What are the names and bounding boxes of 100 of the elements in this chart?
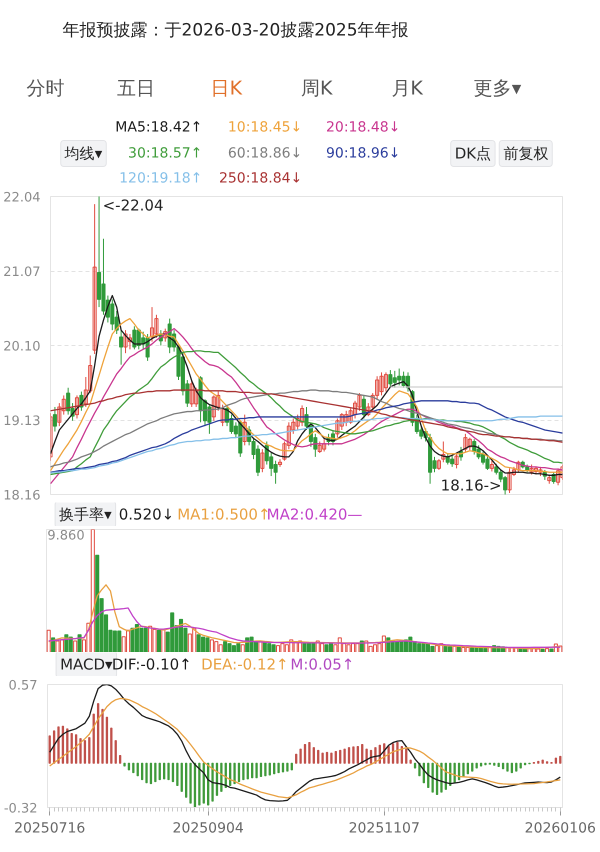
text: 月K: [391, 78, 424, 100]
candlestick: [123, 330, 128, 354]
series-label: DIF:-0.10↑: [112, 656, 192, 674]
bar: [328, 643, 334, 652]
bar: [545, 648, 550, 652]
bar: [236, 643, 240, 652]
bar: [324, 644, 329, 652]
bar: [192, 628, 196, 652]
candlestick: [260, 448, 264, 473]
y-tick-label: 20.10: [3, 340, 40, 354]
series-label: 0.520↓: [118, 506, 174, 524]
text: 更多▾: [474, 78, 522, 100]
candlestick: [154, 314, 158, 338]
text: 120:19.18↑: [119, 170, 202, 186]
y-tick-label: 18.16: [3, 488, 40, 504]
candlestick: [318, 441, 322, 454]
annotation: <-22.04: [102, 196, 164, 214]
candlestick: [66, 387, 70, 416]
bar: [430, 646, 434, 652]
bar: [214, 641, 218, 652]
y-tick-label: 22.04: [3, 190, 40, 206]
line-series: [50, 350, 562, 476]
text: 前复权: [503, 144, 548, 162]
candlestick: [92, 204, 97, 354]
annotation: 9.860: [47, 528, 85, 544]
bar: [196, 634, 201, 652]
candlestick: [256, 444, 260, 477]
bar: [444, 646, 448, 652]
bar: [178, 618, 184, 652]
text: 30:18.57↑: [128, 146, 202, 162]
candlestick: [128, 333, 132, 350]
candlestick: [485, 456, 490, 470]
bar: [156, 630, 162, 652]
bar: [223, 641, 228, 652]
text: MA5:18.42↑: [115, 120, 202, 136]
bar: [55, 640, 60, 652]
candlestick: [384, 372, 388, 392]
candlestick: [52, 406, 57, 432]
candlestick: [441, 441, 446, 463]
bar: [144, 628, 148, 652]
text: 年报预披露：于2026-03-20披露2025年年报: [62, 20, 409, 40]
candlestick: [344, 410, 348, 427]
bar: [205, 637, 210, 652]
text: DK点: [454, 144, 492, 162]
text: 五日: [116, 78, 155, 100]
candlestick: [436, 458, 441, 470]
candlestick: [392, 370, 397, 388]
text: DEA:-0.12↑: [201, 656, 289, 674]
candlestick: [538, 466, 542, 477]
text: 10:18.45↓: [228, 120, 302, 136]
bar: [302, 643, 307, 652]
x-tick-label: 20250904: [172, 820, 244, 836]
bar: [130, 628, 135, 652]
candlestick: [446, 452, 450, 466]
candlestick: [547, 474, 552, 484]
x-tick-label: 20260106: [524, 820, 596, 836]
bar: [461, 646, 466, 652]
bar: [350, 643, 356, 652]
candlestick: [516, 460, 520, 473]
bar: [483, 648, 488, 652]
y-tick-label: 0.57: [8, 678, 38, 694]
candlestick: [507, 468, 512, 494]
y-tick-label: 19.13: [3, 414, 40, 429]
candlestick: [119, 330, 124, 366]
text: 日K: [210, 78, 243, 100]
bar: [549, 648, 554, 652]
bar: [276, 645, 280, 652]
bar: [46, 630, 51, 652]
candlestick: [357, 392, 362, 412]
chart-title: MACD▾: [60, 656, 114, 674]
bar: [60, 639, 64, 652]
bar: [355, 643, 360, 652]
bar: [218, 644, 223, 652]
bar: [227, 643, 232, 652]
y-tick-label: -0.32: [4, 802, 38, 816]
text: M:0.05↑: [290, 656, 354, 674]
y-tick-label: 21.07: [3, 265, 40, 280]
text: 250:18.84↓: [218, 170, 302, 186]
candlestick: [150, 306, 154, 342]
x-tick-label: 20251107: [348, 820, 420, 836]
candlestick: [556, 468, 560, 486]
bar: [470, 647, 474, 652]
bar: [90, 530, 95, 652]
text: 均线▾: [64, 144, 103, 162]
text: 周K: [300, 78, 333, 100]
bar: [117, 630, 122, 652]
bar: [267, 643, 272, 652]
candlestick: [490, 460, 494, 472]
candlestick: [74, 394, 80, 419]
bar: [148, 626, 152, 652]
candlestick: [163, 328, 168, 342]
text: 60:18.86↓: [228, 146, 302, 162]
bar: [540, 648, 545, 652]
candlestick: [468, 437, 472, 450]
candlestick: [454, 452, 459, 469]
bar: [73, 640, 78, 652]
bar: [488, 646, 492, 652]
line-series: [50, 400, 562, 473]
text: 分时: [26, 78, 64, 100]
candlestick: [379, 372, 384, 396]
